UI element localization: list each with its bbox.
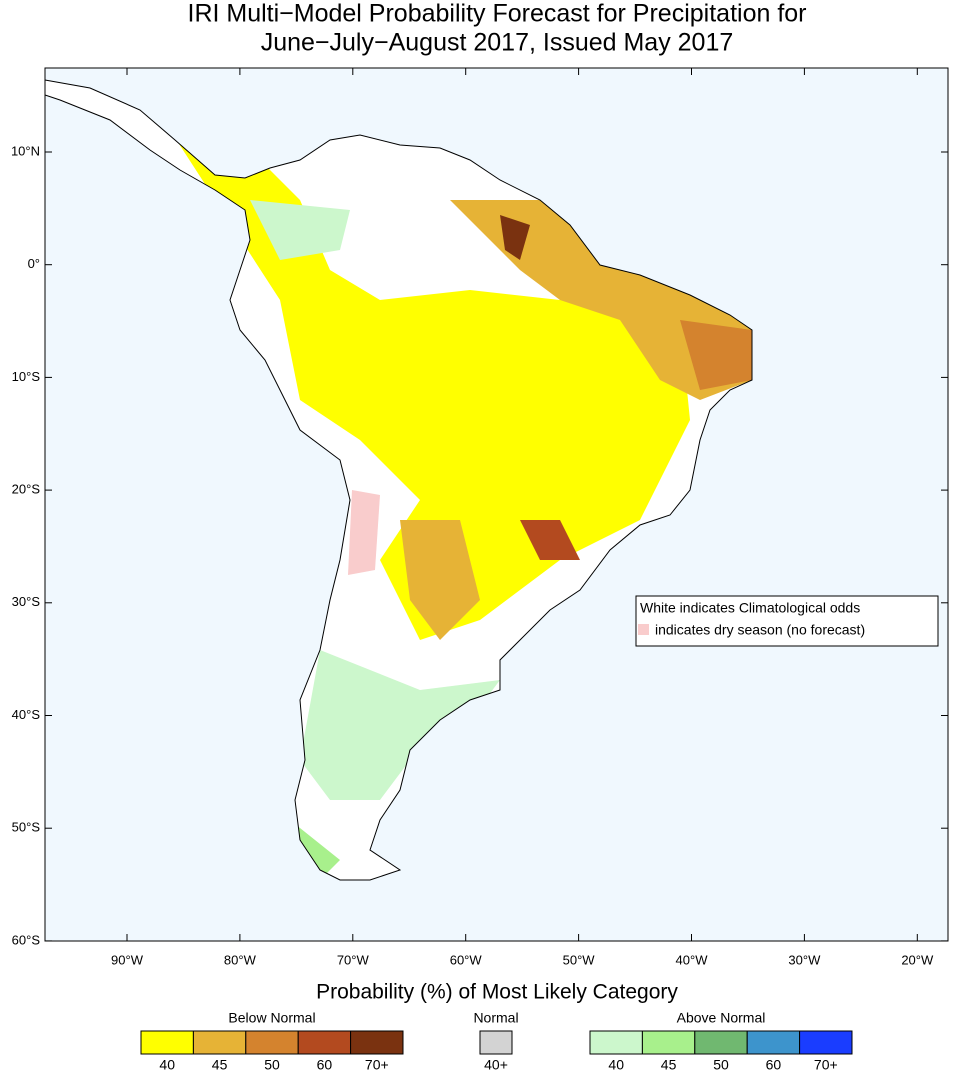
lat-label: 20°S <box>12 482 41 497</box>
lat-label: 0° <box>28 256 40 271</box>
lat-label: 60°S <box>12 932 41 947</box>
note-text: White indicates Climatological odds <box>640 600 860 616</box>
forecast-patch <box>170 130 690 640</box>
legend-label: 45 <box>661 1057 677 1073</box>
title-line: June−July−August 2017, Issued May 2017 <box>261 29 734 57</box>
legend-swatch <box>245 1030 299 1055</box>
legend-swatch <box>641 1030 696 1055</box>
note-text: indicates dry season (no forecast) <box>655 622 865 638</box>
dry-swatch <box>638 624 649 635</box>
legend-title: Probability (%) of Most Likely Category <box>316 981 678 1004</box>
legend-swatch <box>297 1030 352 1055</box>
lon-label: 40°W <box>676 952 709 967</box>
forecast-patch <box>680 320 752 390</box>
legend-label: 40 <box>159 1057 175 1073</box>
lon-label: 50°W <box>563 952 596 967</box>
legend-group-name: Below Normal <box>228 1010 315 1026</box>
legend-group-name: Normal <box>473 1010 518 1026</box>
lon-label: 80°W <box>224 952 257 967</box>
forecast-patch <box>348 490 380 575</box>
lon-label: 90°W <box>111 952 144 967</box>
legend-label: 60 <box>317 1057 333 1073</box>
legend-swatch <box>350 1030 404 1055</box>
forecast-patch <box>400 520 480 640</box>
forecast-patch <box>300 650 500 800</box>
lat-label: 30°S <box>12 594 41 609</box>
legend-swatch <box>140 1030 194 1055</box>
legend-label: 50 <box>713 1057 729 1073</box>
note-box <box>635 595 939 647</box>
legend-swatch <box>799 1030 853 1055</box>
map-frame <box>44 67 949 942</box>
legend-swatch <box>479 1030 513 1055</box>
forecast-patch <box>250 200 350 260</box>
legend-label: 45 <box>212 1057 228 1073</box>
legend-swatch <box>589 1030 643 1055</box>
lat-label: 10°N <box>11 143 40 158</box>
forecast-patch <box>450 200 752 400</box>
legend-swatch <box>694 1030 748 1055</box>
forecast-patch <box>500 215 530 260</box>
title-line: IRI Multi−Model Probability Forecast for… <box>188 0 807 28</box>
legend-label: 40 <box>608 1057 624 1073</box>
lat-label: 10°S <box>12 369 41 384</box>
legend-label: 60 <box>766 1057 782 1073</box>
legend-label: 50 <box>264 1057 280 1073</box>
legend-group-name: Above Normal <box>677 1010 766 1026</box>
legend-label: 40+ <box>484 1057 508 1073</box>
legend-swatch <box>192 1030 247 1055</box>
lon-label: 60°W <box>450 952 483 967</box>
legend-label: 70+ <box>814 1057 838 1073</box>
forecast-patch <box>520 520 580 560</box>
legend-swatch <box>746 1030 801 1055</box>
lon-label: 30°W <box>788 952 821 967</box>
lon-label: 70°W <box>337 952 370 967</box>
lat-label: 50°S <box>12 820 41 835</box>
legend-label: 70+ <box>365 1057 389 1073</box>
lon-label: 20°W <box>901 952 934 967</box>
lat-label: 40°S <box>12 707 41 722</box>
